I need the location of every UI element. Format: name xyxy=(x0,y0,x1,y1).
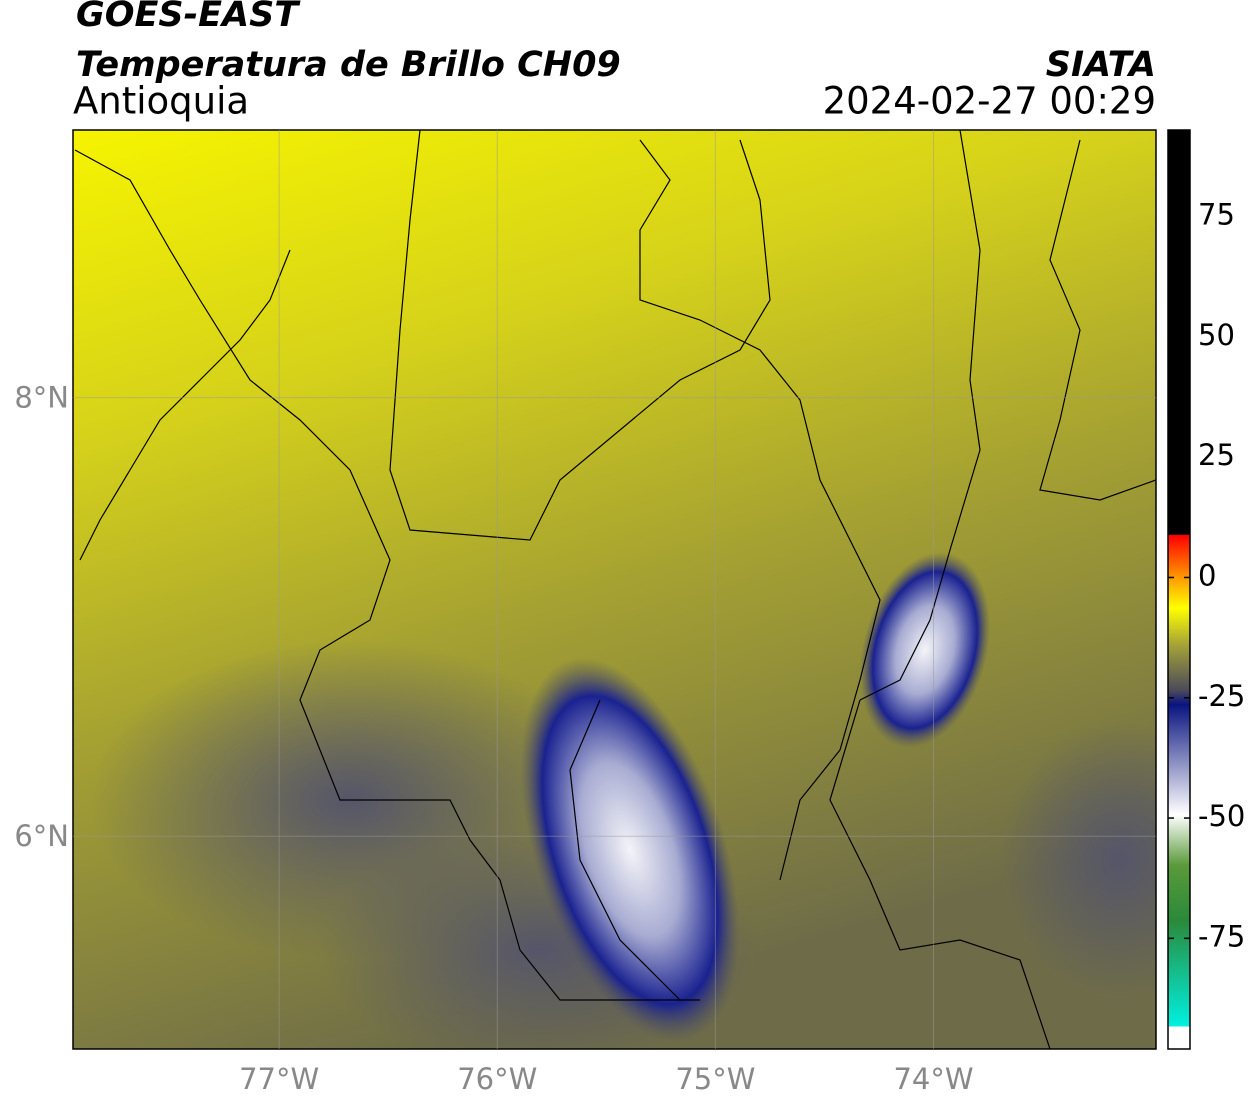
map-frame xyxy=(72,129,1157,1050)
y-tick-label: 6°N xyxy=(14,819,69,853)
colorbar-label: -50 xyxy=(1198,799,1245,833)
map-image xyxy=(73,130,1156,1049)
colorbar-label: -25 xyxy=(1198,679,1245,713)
colorbar-label: 0 xyxy=(1198,558,1216,592)
timestamp: 2024-02-27 00:29 xyxy=(823,80,1156,123)
region: Antioquia xyxy=(73,80,249,123)
colorbar xyxy=(1167,129,1191,1050)
colorbar-label: 50 xyxy=(1198,318,1235,352)
x-tick-label: 77°W xyxy=(239,1062,319,1096)
subtitle: Temperatura de Brillo CH09 xyxy=(76,45,621,85)
colorbar-label: 75 xyxy=(1198,198,1235,232)
y-tick-label: 8°N xyxy=(14,381,69,415)
colorbar-label: 25 xyxy=(1198,438,1235,472)
title: GOES-EAST xyxy=(76,0,301,35)
x-tick-label: 76°W xyxy=(457,1062,537,1096)
x-tick-label: 75°W xyxy=(675,1062,755,1096)
x-tick-label: 74°W xyxy=(893,1062,973,1096)
colorbar-label: -75 xyxy=(1198,919,1245,953)
source: SIATA xyxy=(1046,45,1156,85)
